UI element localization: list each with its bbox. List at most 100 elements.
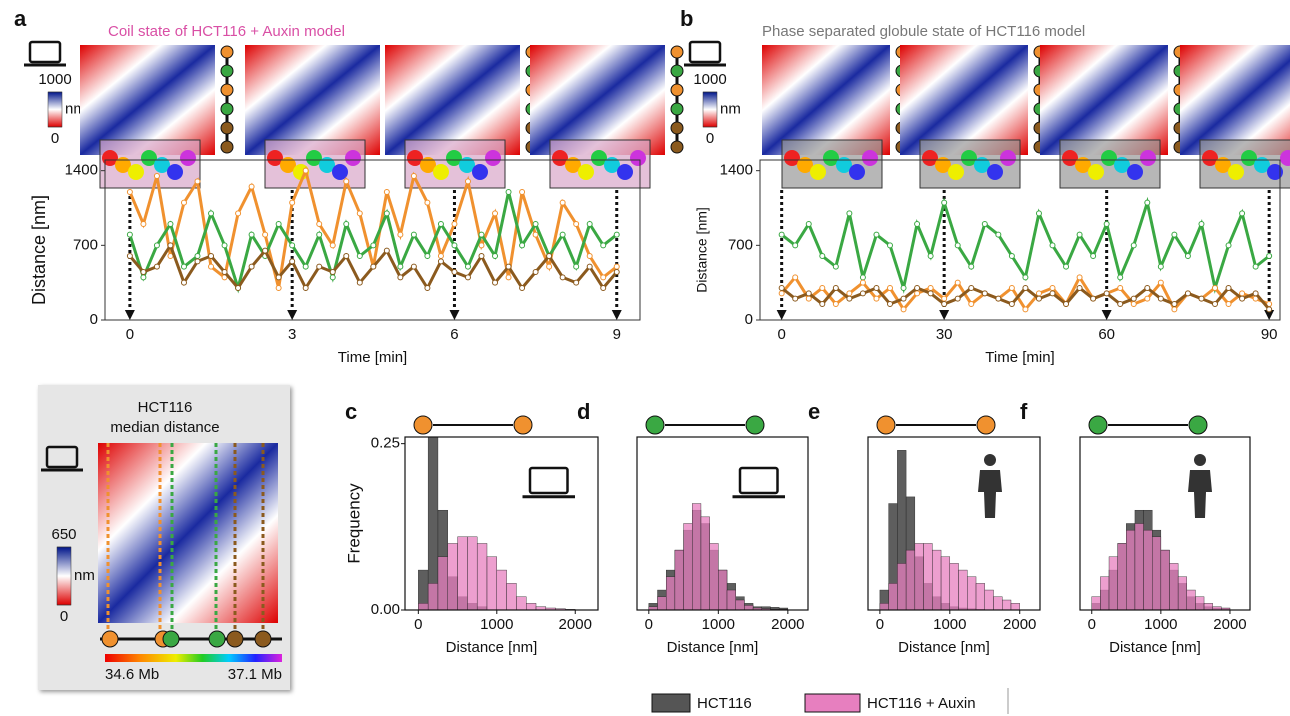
data-point	[927, 285, 934, 291]
bead	[823, 150, 839, 166]
data-point	[832, 285, 839, 291]
hist-bar	[657, 596, 667, 611]
bead	[319, 157, 335, 173]
colorbar-label: nm	[74, 567, 95, 584]
chain-node	[220, 45, 234, 59]
data-point	[1090, 253, 1097, 259]
x-axis-title: Time [min]	[985, 349, 1054, 366]
data-point	[1117, 301, 1124, 307]
bead	[446, 150, 462, 166]
colorbar	[56, 546, 72, 606]
data-point	[248, 263, 255, 270]
pair-node	[976, 415, 996, 435]
hist-bar	[709, 543, 719, 611]
data-point	[1212, 301, 1218, 307]
x-tick-label: 1000	[702, 616, 735, 633]
data-point	[356, 210, 363, 217]
genomic-bar	[105, 654, 282, 662]
data-point	[180, 199, 187, 206]
data-point	[1022, 306, 1029, 313]
series-line	[780, 274, 1270, 313]
time-arrow-head	[776, 310, 787, 320]
data-point	[275, 285, 282, 291]
data-point	[600, 285, 607, 291]
data-point	[370, 263, 377, 270]
bead	[1254, 157, 1270, 173]
data-point	[275, 274, 282, 281]
bead	[1241, 150, 1257, 166]
data-point	[383, 189, 390, 195]
contact-map	[80, 45, 215, 155]
data-point	[1090, 295, 1097, 302]
pair-node	[1188, 415, 1208, 435]
data-point	[546, 263, 553, 270]
hist-bar	[888, 583, 898, 611]
data-point	[289, 258, 296, 265]
bead	[115, 157, 131, 173]
data-point	[954, 242, 961, 249]
hist-bar	[1169, 563, 1179, 611]
data-point	[1022, 285, 1029, 291]
x-tick-label: 2000	[559, 616, 592, 633]
data-point	[846, 295, 853, 302]
hist-bar	[700, 516, 710, 611]
x-axis-title: Distance [nm]	[1109, 639, 1201, 656]
panel-letter: d	[577, 399, 590, 424]
panel-letter: c	[345, 399, 357, 424]
data-point	[995, 295, 1002, 302]
data-point	[424, 199, 431, 206]
plot-frame	[636, 436, 809, 611]
bead	[1228, 164, 1244, 180]
data-point	[1130, 295, 1137, 302]
data-point	[505, 189, 512, 195]
bead	[345, 150, 361, 166]
data-point	[559, 199, 566, 206]
bead	[1114, 157, 1130, 173]
hist-bar	[516, 596, 527, 611]
data-point	[941, 301, 948, 307]
data-point	[1076, 285, 1083, 291]
data-point	[1239, 295, 1246, 302]
data-point	[613, 231, 620, 238]
plot-frame	[759, 159, 1281, 321]
chain-node	[101, 630, 119, 648]
hist-bar	[418, 603, 429, 611]
data-point	[805, 290, 812, 297]
hist-bar	[1134, 523, 1144, 611]
chain-node	[226, 630, 244, 648]
pair-node	[876, 415, 896, 435]
laptop-icon	[738, 466, 779, 495]
data-point	[819, 253, 826, 259]
data-point	[1252, 290, 1259, 297]
data-point	[927, 290, 934, 297]
data-point	[1144, 285, 1151, 291]
x-tick-label: 2000	[1213, 616, 1246, 633]
contact-map	[530, 45, 665, 155]
hist-bar	[932, 549, 942, 611]
data-point	[1063, 301, 1070, 307]
bead	[128, 164, 144, 180]
y-tick-label: 700	[728, 236, 753, 253]
colorbar	[47, 91, 63, 128]
data-point	[1022, 274, 1029, 281]
y-axis-title: Distance [nm]	[694, 207, 710, 293]
data-point	[464, 178, 471, 185]
data-point	[208, 263, 215, 270]
data-point	[778, 231, 785, 238]
data-point	[1171, 231, 1178, 238]
panel-letter: a	[14, 6, 27, 31]
hist-bar	[984, 589, 994, 611]
bead	[1280, 150, 1290, 166]
data-point	[1239, 210, 1246, 217]
bead	[1215, 157, 1231, 173]
data-point	[316, 231, 323, 238]
data-point	[1049, 242, 1056, 249]
hist-bar	[1010, 603, 1020, 611]
colorbar-tick-label: 0	[60, 608, 68, 625]
data-point	[1157, 295, 1164, 302]
time-arrow-head	[939, 310, 950, 320]
data-point	[887, 301, 893, 307]
data-point	[1130, 301, 1137, 307]
chain-node	[162, 630, 180, 648]
laptop-icon	[688, 40, 722, 64]
